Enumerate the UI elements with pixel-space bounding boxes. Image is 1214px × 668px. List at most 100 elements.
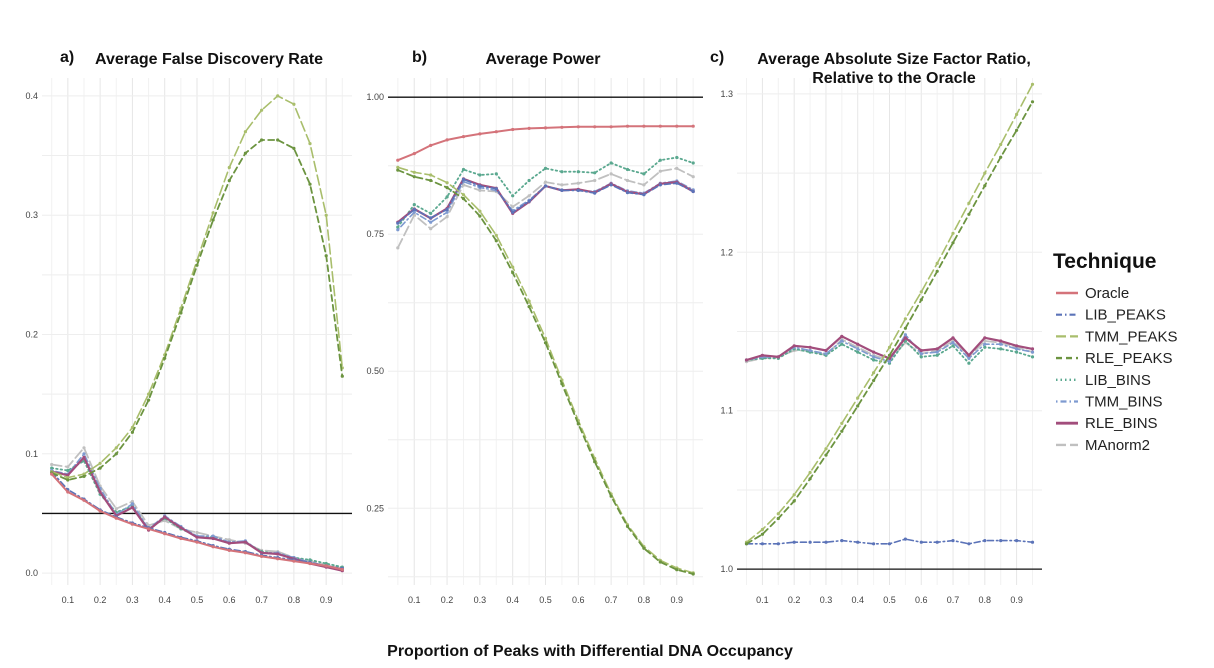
data-point-lib_bins: [935, 353, 939, 357]
legend-label: TMM_PEAKS: [1085, 328, 1178, 345]
data-point-tmm_peaks: [396, 165, 400, 169]
data-point-manorm2: [429, 227, 433, 231]
grid: [42, 78, 352, 585]
data-point-tmm_peaks: [130, 425, 134, 430]
data-point-rle_peaks: [824, 453, 828, 457]
data-point-tmm_peaks: [856, 396, 860, 400]
data-point-rle_peaks: [625, 524, 630, 529]
x-tick-label: 0.4: [158, 595, 171, 605]
y-tick-label: 0.4: [25, 91, 38, 101]
data-point-rle_peaks: [744, 542, 749, 546]
data-point-rle_peaks: [576, 422, 580, 426]
data-point-rle_peaks: [147, 398, 151, 402]
data-point-rle_bins: [824, 348, 828, 353]
legend-label: RLE_BINS: [1085, 415, 1158, 432]
data-point-lib_peaks: [840, 539, 844, 543]
data-point-rle_peaks: [243, 151, 247, 155]
grid: [388, 78, 703, 585]
data-point-tmm_peaks: [98, 461, 102, 465]
data-point-lib_peaks: [461, 177, 466, 181]
data-point-oracle: [179, 536, 183, 541]
data-point-tmm_peaks: [1030, 82, 1035, 86]
data-point-manorm2: [691, 175, 695, 179]
data-point-oracle: [195, 540, 199, 544]
data-point-oracle: [609, 125, 613, 129]
legend-item-tmm_peaks: TMM_PEAKS: [1056, 328, 1178, 345]
data-point-rle_bins: [840, 334, 844, 338]
data-point-lib_peaks: [609, 183, 613, 187]
x-tick-label: 0.4: [506, 595, 519, 605]
data-point-oracle: [494, 130, 498, 134]
data-point-lib_peaks: [576, 188, 580, 192]
data-point-lib_bins: [872, 358, 876, 362]
legend-items: Oracle LIB_PEAKS TMM_PEAKS RLE_PEAKS LIB_BIN…: [1056, 285, 1178, 454]
series-group: [396, 124, 695, 576]
data-point-rle_peaks: [760, 532, 765, 536]
data-point-lib_peaks: [396, 221, 400, 225]
data-point-oracle: [675, 124, 679, 128]
legend-label: LIB_PEAKS: [1085, 307, 1166, 324]
data-point-rle_bins: [967, 353, 971, 357]
data-point-oracle: [543, 126, 548, 130]
legend-title: Technique: [1053, 250, 1156, 273]
data-point-lib_bins: [691, 161, 695, 165]
data-point-rle_bins: [1030, 347, 1035, 351]
data-point-rle_peaks: [951, 241, 955, 245]
x-tick-label: 0.2: [94, 595, 107, 605]
legend-label: MAnorm2: [1085, 437, 1150, 454]
y-tick-label: 0.75: [366, 229, 384, 239]
data-point-rle_peaks: [163, 356, 167, 360]
data-point-tmm_bins: [951, 341, 955, 345]
data-point-lib_bins: [66, 468, 70, 473]
data-point-rle_bins: [243, 540, 247, 544]
data-point-tmm_peaks: [776, 512, 780, 516]
data-point-lib_peaks: [967, 542, 971, 546]
data-point-rle_peaks: [935, 269, 939, 273]
data-point-rle_peaks: [560, 382, 564, 386]
data-point-rle_peaks: [1030, 100, 1035, 104]
data-point-tmm_peaks: [967, 201, 971, 205]
data-point-lib_peaks: [543, 184, 548, 188]
data-point-rle_peaks: [260, 138, 264, 142]
data-point-oracle: [642, 124, 646, 128]
data-point-rle_bins: [744, 358, 749, 362]
data-point-tmm_peaks: [1015, 112, 1019, 116]
data-point-tmm_peaks: [494, 233, 498, 237]
data-point-tmm_peaks: [919, 290, 923, 294]
data-point-lib_bins: [983, 345, 987, 349]
data-point-oracle: [292, 559, 296, 563]
y-tick-label: 1.1: [720, 406, 733, 416]
data-point-lib_peaks: [511, 210, 515, 214]
data-point-lib_peaks: [691, 189, 695, 194]
data-point-manorm2: [478, 188, 482, 192]
data-point-lib_bins: [478, 173, 482, 177]
data-point-oracle: [593, 125, 597, 129]
panel-3: 0.1 0.2 0.3 0.4 0.5 0.6 0.7 0.8 0.9 1.0 1.1 1.2 1.3 c…: [710, 49, 1042, 605]
data-point-tmm_bins: [935, 350, 939, 354]
data-point-rle_peaks: [511, 271, 515, 275]
data-point-tmm_peaks: [260, 108, 264, 112]
data-point-rle_bins: [98, 490, 102, 494]
data-point-lib_bins: [543, 166, 548, 170]
data-point-tmm_bins: [412, 210, 416, 214]
y-tick-label: 0.50: [366, 366, 384, 376]
data-point-oracle: [50, 472, 54, 476]
data-point-manorm2: [642, 183, 646, 187]
data-point-lib_bins: [308, 558, 312, 562]
y-tick-label: 0.2: [25, 329, 38, 339]
legend-item-oracle: Oracle: [1056, 285, 1129, 302]
x-tick-label: 0.8: [979, 595, 992, 605]
data-point-tmm_peaks: [983, 171, 987, 175]
data-point-oracle: [308, 561, 312, 566]
data-point-lib_bins: [642, 172, 646, 176]
data-point-lib_bins: [560, 170, 564, 174]
data-point-lib_bins: [1015, 350, 1019, 354]
data-point-lib_bins: [999, 347, 1003, 351]
data-point-tmm_peaks: [276, 94, 280, 98]
data-point-manorm2: [82, 446, 86, 450]
data-point-tmm_peaks: [82, 472, 86, 476]
data-point-rle_bins: [211, 536, 215, 541]
x-tick-label: 0.9: [670, 595, 683, 605]
data-point-lib_peaks: [808, 540, 812, 544]
